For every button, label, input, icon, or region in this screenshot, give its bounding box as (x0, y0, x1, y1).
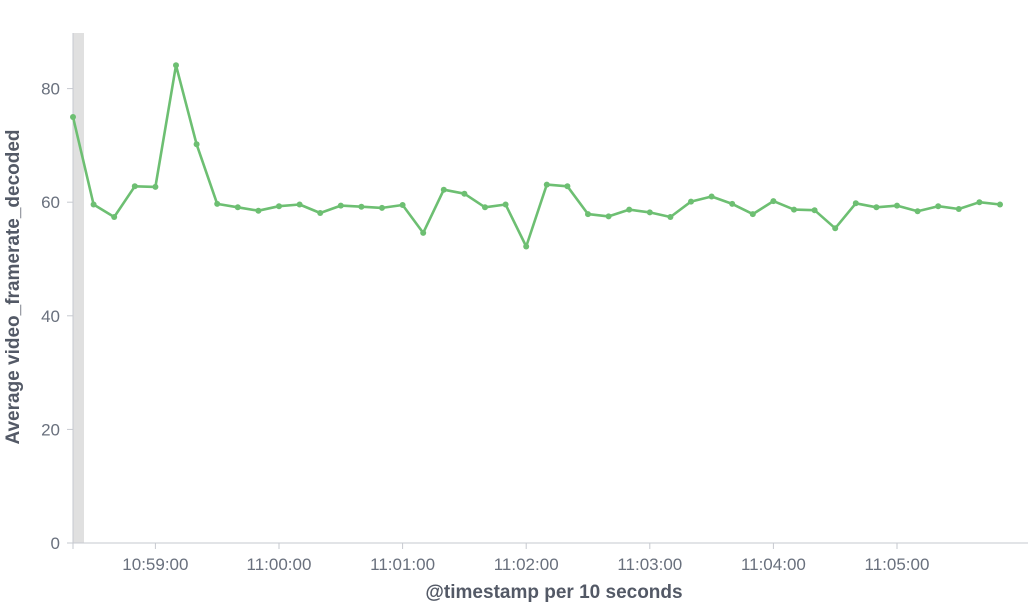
x-axis-title: @timestamp per 10 seconds (425, 582, 682, 603)
data-point[interactable] (131, 183, 138, 190)
data-point[interactable] (90, 201, 97, 208)
data-point[interactable] (791, 206, 797, 213)
data-point[interactable] (317, 210, 324, 216)
data-point[interactable] (997, 201, 1003, 208)
data-point[interactable] (234, 204, 241, 211)
data-point[interactable] (873, 204, 880, 211)
data-point[interactable] (193, 141, 200, 148)
data-point[interactable] (111, 214, 118, 220)
data-point[interactable] (935, 203, 942, 210)
x-tick-label: 11:01:00 (370, 555, 435, 574)
data-point[interactable] (894, 202, 900, 209)
data-point[interactable] (585, 211, 591, 218)
data-point[interactable] (688, 198, 694, 205)
y-tick-label: 80 (41, 80, 60, 99)
data-point[interactable] (276, 203, 282, 210)
current-time-marker (73, 33, 84, 543)
data-point[interactable] (667, 214, 674, 220)
data-point[interactable] (420, 229, 427, 236)
data-point[interactable] (296, 201, 303, 208)
data-point[interactable] (440, 186, 447, 193)
data-point[interactable] (729, 200, 736, 207)
data-point[interactable] (749, 211, 756, 218)
data-point[interactable] (605, 213, 612, 220)
data-point[interactable] (523, 243, 530, 250)
x-tick-label: 11:02:00 (494, 555, 559, 574)
series-line (71, 64, 1001, 248)
x-tick-label: 11:04:00 (741, 555, 806, 574)
y-tick-label: 20 (41, 420, 60, 439)
y-tick-label: 0 (51, 534, 60, 553)
data-point[interactable] (379, 204, 385, 211)
data-point[interactable] (564, 183, 571, 190)
y-axis-title: Average video_framerate_decoded (3, 129, 24, 444)
data-point[interactable] (399, 202, 406, 208)
data-point[interactable] (646, 209, 653, 216)
series-layer (70, 62, 1003, 250)
y-tick-label: 40 (41, 307, 60, 326)
data-point[interactable] (708, 193, 715, 200)
data-point[interactable] (914, 208, 921, 215)
data-point[interactable] (173, 62, 179, 69)
data-point[interactable] (811, 207, 818, 214)
data-point[interactable] (976, 199, 983, 206)
data-point[interactable] (770, 198, 777, 205)
y-tick-label: 60 (41, 193, 60, 212)
x-tick-label: 10:59:00 (122, 555, 188, 574)
data-point[interactable] (152, 183, 159, 190)
x-tick-label: 11:03:00 (617, 555, 682, 574)
data-point[interactable] (358, 203, 365, 210)
data-point[interactable] (543, 181, 550, 188)
data-point[interactable] (626, 206, 633, 213)
data-point[interactable] (337, 202, 344, 209)
data-point[interactable] (832, 225, 839, 232)
data-point[interactable] (70, 114, 76, 120)
data-point[interactable] (214, 200, 221, 207)
x-tick-label: 11:05:00 (865, 555, 930, 574)
x-axis: 10:59:00 11:00:00 11:01:00 11:02:00 11:03:00… (72, 542, 1028, 574)
y-axis: 0 20 40 60 80 (41, 33, 74, 553)
data-point[interactable] (255, 207, 262, 214)
data-point[interactable] (852, 200, 859, 207)
data-point[interactable] (502, 201, 509, 208)
data-point[interactable] (955, 206, 962, 212)
x-tick-label: 11:00:00 (247, 555, 312, 574)
data-point[interactable] (482, 204, 488, 211)
data-point[interactable] (461, 190, 468, 197)
